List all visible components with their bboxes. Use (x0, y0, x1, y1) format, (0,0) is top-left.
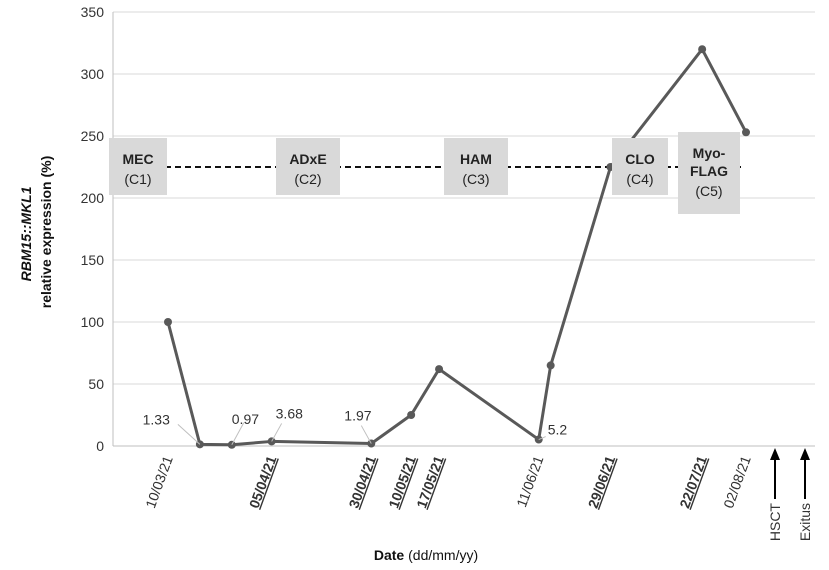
event-label-hsct: HSCT (767, 503, 783, 542)
treatment-box-bg-1 (276, 138, 340, 195)
data-label-leaders (177, 422, 546, 446)
x-tick-label-29-06-21: 29/06/21 (585, 453, 619, 510)
treatment-cycle-1: (C2) (294, 171, 321, 187)
leader-2 (271, 423, 283, 442)
y-axis-title-rest: relative expression (%) (38, 156, 54, 309)
x-axis-title: Date (dd/mm/yy) (374, 547, 478, 563)
event-markers: HSCT Exitus (767, 448, 813, 541)
treatment-box-1: ADxE (C2) (276, 138, 340, 195)
treatment-name-line-0: ADxE (289, 151, 326, 167)
y-tick-label-50: 50 (88, 376, 104, 392)
treatment-box-bg-4 (678, 132, 740, 214)
treatment-name-line-0: CLO (625, 151, 655, 167)
y-tick-label-250: 250 (81, 128, 105, 144)
event-exitus: Exitus (797, 448, 813, 541)
x-tick-label-02-08-21: 02/08/21 (720, 453, 754, 510)
treatment-name-line-1: FLAG (690, 163, 728, 179)
data-point-14-06-21 (546, 361, 555, 370)
y-tick-label-100: 100 (81, 314, 105, 330)
event-hsct: HSCT (767, 448, 783, 541)
data-label-1.97: 1.97 (344, 408, 371, 424)
data-point-02-08-21 (742, 128, 750, 137)
x-tick-label-17-05-21: 17/05/21 (413, 453, 447, 510)
leader-3 (360, 425, 372, 444)
y-tick-label-0: 0 (96, 438, 104, 454)
x-tick-label-05-04-21: 05/04/21 (246, 453, 280, 510)
y-axis-tick-labels: 0 50 100 150 200 250 300 350 (81, 4, 105, 454)
data-point-10-03-21 (164, 318, 172, 326)
treatment-name-2: HAM (460, 151, 492, 167)
treatment-cycle-2: (C3) (462, 171, 489, 187)
treatment-cycle-4: (C5) (695, 183, 722, 199)
y-tick-label-150: 150 (81, 252, 105, 268)
treatment-name-line-0: Myo- (693, 145, 726, 161)
treatment-box-4: Myo- FLAG (C5) (678, 132, 740, 214)
treatment-name-0: MEC (122, 151, 153, 167)
x-axis-title-bold: Date (374, 547, 405, 563)
treatment-name-4: Myo- FLAG (690, 145, 728, 179)
treatment-cycle-3: (C4) (626, 171, 653, 187)
x-axis-title-rest: (dd/mm/yy) (404, 547, 478, 563)
treatment-box-bg-0 (109, 138, 167, 195)
data-label-5.2: 5.2 (548, 422, 568, 438)
axes (112, 12, 815, 447)
treatment-cycle-0: (C1) (124, 171, 151, 187)
event-arrow-head-0 (770, 448, 780, 460)
y-tick-label-200: 200 (81, 190, 105, 206)
x-tick-label-10-03-21: 10/03/21 (142, 453, 176, 510)
x-tick-label-11-06-21: 11/06/21 (513, 453, 546, 509)
x-tick-label-22-07-21: 22/07/21 (676, 453, 710, 510)
y-tick-label-350: 350 (81, 4, 105, 20)
data-labels: 1.33 0.97 3.68 1.97 5.2 (143, 405, 568, 437)
x-axis-tick-labels: 10/03/21 05/04/21 30/04/21 10/05/2117/05/21… (142, 453, 754, 510)
event-arrow-head-1 (800, 448, 810, 460)
treatment-box-2: HAM (C3) (444, 138, 508, 195)
treatment-name-1: ADxE (289, 151, 326, 167)
data-point-17-05-21 (435, 365, 444, 374)
y-tick-label-300: 300 (81, 66, 105, 82)
treatment-box-bg-2 (444, 138, 508, 195)
leader-1 (231, 422, 245, 446)
treatment-boxes: MEC (C1) ADxE (C2) HAM (C3) CLO (C4) Myo- FLAG (C5… (109, 132, 740, 214)
y-axis-title: RBM15::MKL1 relative expression (%) (18, 156, 54, 309)
data-label-0.97: 0.97 (232, 411, 259, 427)
data-label-3.68: 3.68 (276, 405, 303, 421)
treatment-box-0: MEC (C1) (109, 138, 167, 195)
treatment-name-3: CLO (625, 151, 655, 167)
series-rbm15-mkl1 (164, 45, 750, 449)
grid-lines (113, 11, 815, 385)
treatment-name-line-0: HAM (460, 151, 492, 167)
data-point-22-07-21 (698, 45, 707, 54)
data-label-1.33: 1.33 (143, 411, 170, 427)
event-label-exitus: Exitus (797, 503, 813, 541)
leader-0 (177, 423, 201, 445)
leader-4 (538, 436, 546, 441)
x-tick-label-30-04-21: 30/04/21 (345, 453, 379, 510)
y-axis-title-gene: RBM15::MKL1 (18, 186, 34, 281)
series-line (166, 47, 748, 447)
data-point-10-05-21 (407, 411, 416, 419)
treatment-box-bg-3 (612, 138, 668, 195)
treatment-box-3: CLO (C4) (612, 138, 668, 195)
treatment-name-line-0: MEC (122, 151, 153, 167)
